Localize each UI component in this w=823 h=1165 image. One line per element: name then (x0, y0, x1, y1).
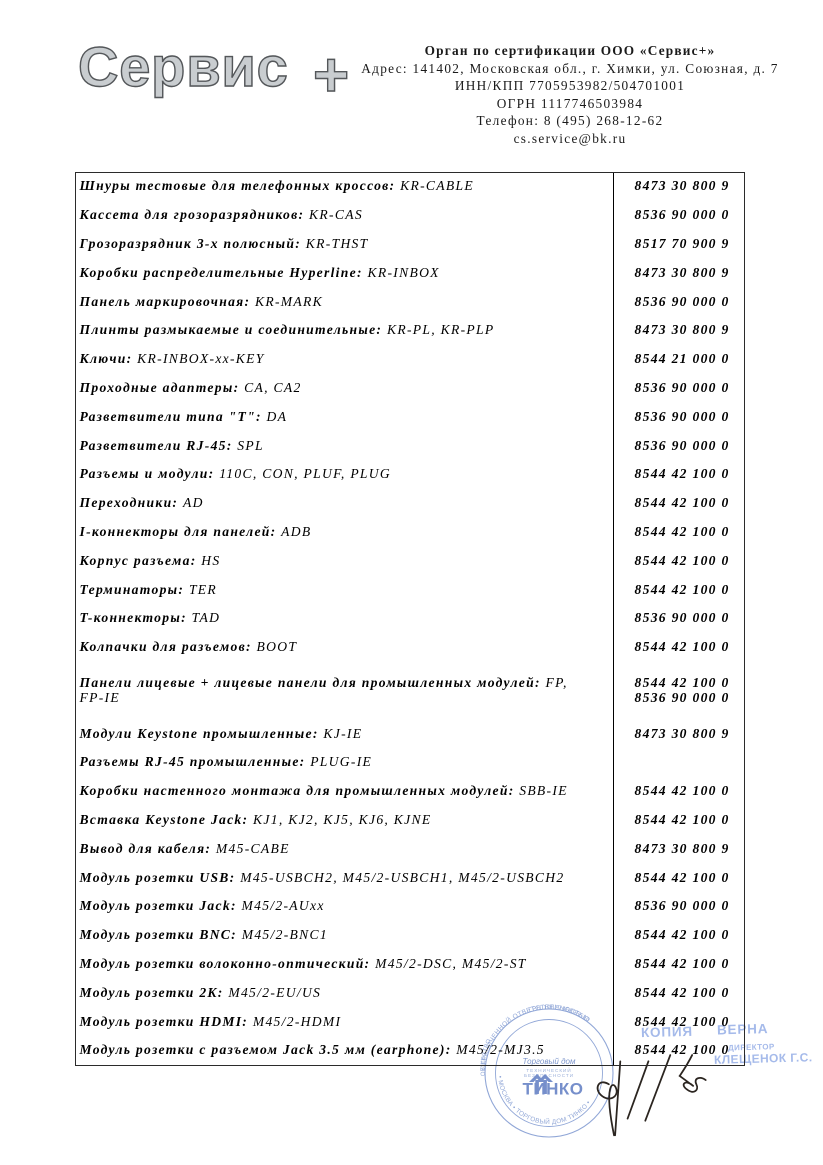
svg-text:БЕЗОПАСНОСТИ: БЕЗОПАСНОСТИ (524, 1073, 574, 1078)
svg-text:ТИНКО: ТИНКО (523, 1080, 584, 1099)
svg-text:ТЕХНИЧЕСКИЙ: ТЕХНИЧЕСКИЙ (526, 1066, 571, 1073)
